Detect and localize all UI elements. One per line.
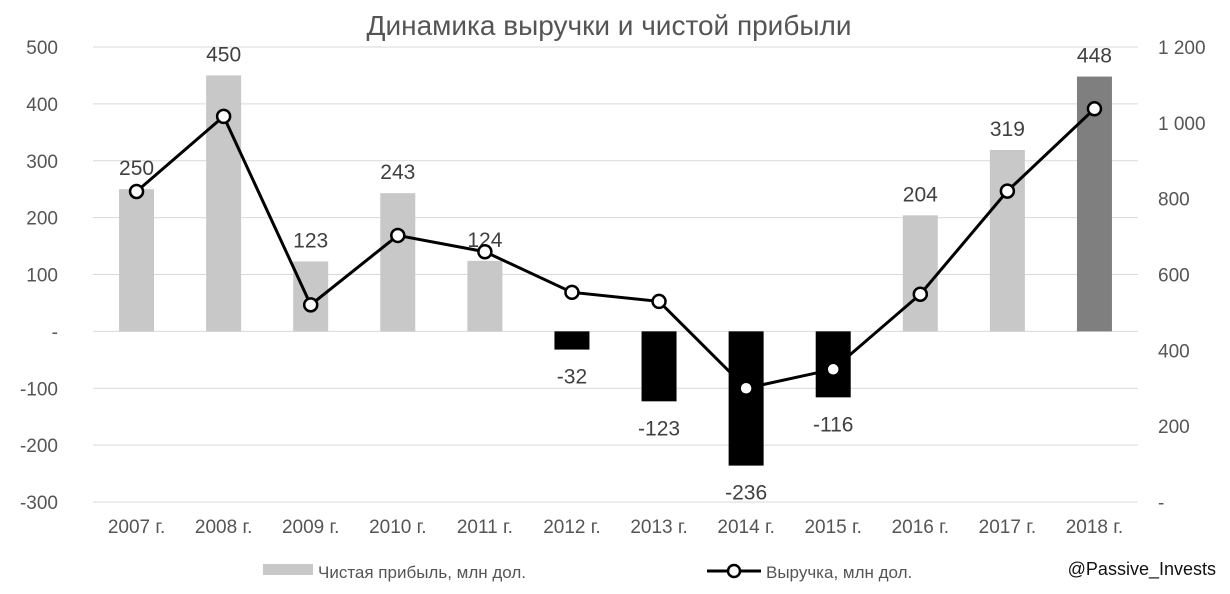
revenue-point: [999, 183, 1016, 199]
bar-data-label: 204: [903, 183, 938, 206]
bar-data-label: -236: [725, 482, 767, 505]
bar: [467, 260, 503, 332]
watermark: @Passive_Invests: [1067, 559, 1216, 579]
bar-data-label: 243: [380, 161, 415, 184]
x-tick-label: 2010 г.: [369, 517, 426, 538]
bar: [554, 331, 590, 350]
x-tick-label: 2011 г.: [457, 517, 513, 538]
y-right-tick-label: 200: [1158, 417, 1190, 438]
revenue-line: [135, 107, 1096, 390]
revenue-point: [738, 380, 754, 396]
revenue-point: [477, 244, 493, 260]
y-right-tick-label: 1 000: [1158, 114, 1206, 135]
bar-data-label: 123: [293, 229, 328, 252]
y-left-tick-label: -200: [20, 436, 58, 457]
x-tick-label: 2007 г.: [108, 517, 165, 538]
legend-marker-revenue: [726, 563, 742, 579]
y-left-tick-label: 200: [26, 209, 58, 230]
chart-title: Динамика выручки и чистой прибыли: [367, 10, 852, 41]
bar-data-label: 319: [990, 118, 1025, 141]
x-tick-label: 2016 г.: [892, 517, 949, 538]
revenue-point: [912, 286, 929, 302]
bar-data-label: 448: [1077, 45, 1112, 68]
y-left-tick-label: -100: [20, 379, 58, 400]
x-tick-label: 2015 г.: [804, 517, 861, 538]
x-tick-label: 2018 г.: [1066, 517, 1123, 538]
revenue-point: [564, 284, 580, 301]
bar-data-label: 124: [467, 229, 502, 252]
y-right-tick-label: 600: [1158, 266, 1190, 287]
x-tick-label: 2008 г.: [195, 517, 252, 538]
legend-label-profit: Чистая прибыль, млн дол.: [318, 563, 526, 582]
y-left-tick-label: 500: [26, 38, 58, 59]
revenue-point: [1086, 101, 1103, 117]
bar: [989, 149, 1025, 332]
bar-data-label: -123: [638, 417, 680, 440]
y-left-tick-label: 100: [26, 266, 58, 287]
bar-data-label: -32: [557, 366, 587, 389]
revenue-point: [215, 108, 232, 125]
bar: [380, 193, 416, 332]
revenue-point: [302, 297, 319, 313]
bar-data-label: -116: [813, 413, 853, 436]
x-tick-label: 2014 г.: [717, 517, 774, 538]
y-left-tick-label: -300: [20, 493, 58, 514]
bar: [728, 331, 764, 466]
x-tick-label: 2009 г.: [282, 517, 339, 538]
y-right-tick-label: 400: [1158, 341, 1190, 362]
bar-data-label: 450: [206, 43, 241, 66]
legend-label-revenue: Выручка, млн дол.: [766, 563, 912, 582]
legend-swatch-profit: [263, 564, 313, 575]
bar-data-label: 250: [119, 157, 154, 180]
y-right-tick-label: 1 200: [1158, 38, 1206, 59]
x-tick-label: 2017 г.: [979, 517, 1036, 538]
y-left-tick-label: 300: [26, 152, 58, 173]
y-right-tick-label: -: [1158, 493, 1164, 514]
revenue-point: [128, 183, 145, 200]
y-left-tick-label: 400: [26, 95, 58, 116]
x-tick-label: 2012 г.: [543, 517, 600, 538]
bar: [902, 215, 938, 332]
revenue-point: [825, 361, 841, 378]
bar: [641, 331, 677, 402]
x-tick-label: 2013 г.: [630, 517, 687, 538]
y-right-tick-label: 800: [1158, 190, 1190, 211]
revenue-point: [651, 293, 667, 310]
bar: [119, 189, 155, 332]
revenue-point: [390, 227, 406, 244]
y-left-tick-label: -: [52, 322, 58, 343]
